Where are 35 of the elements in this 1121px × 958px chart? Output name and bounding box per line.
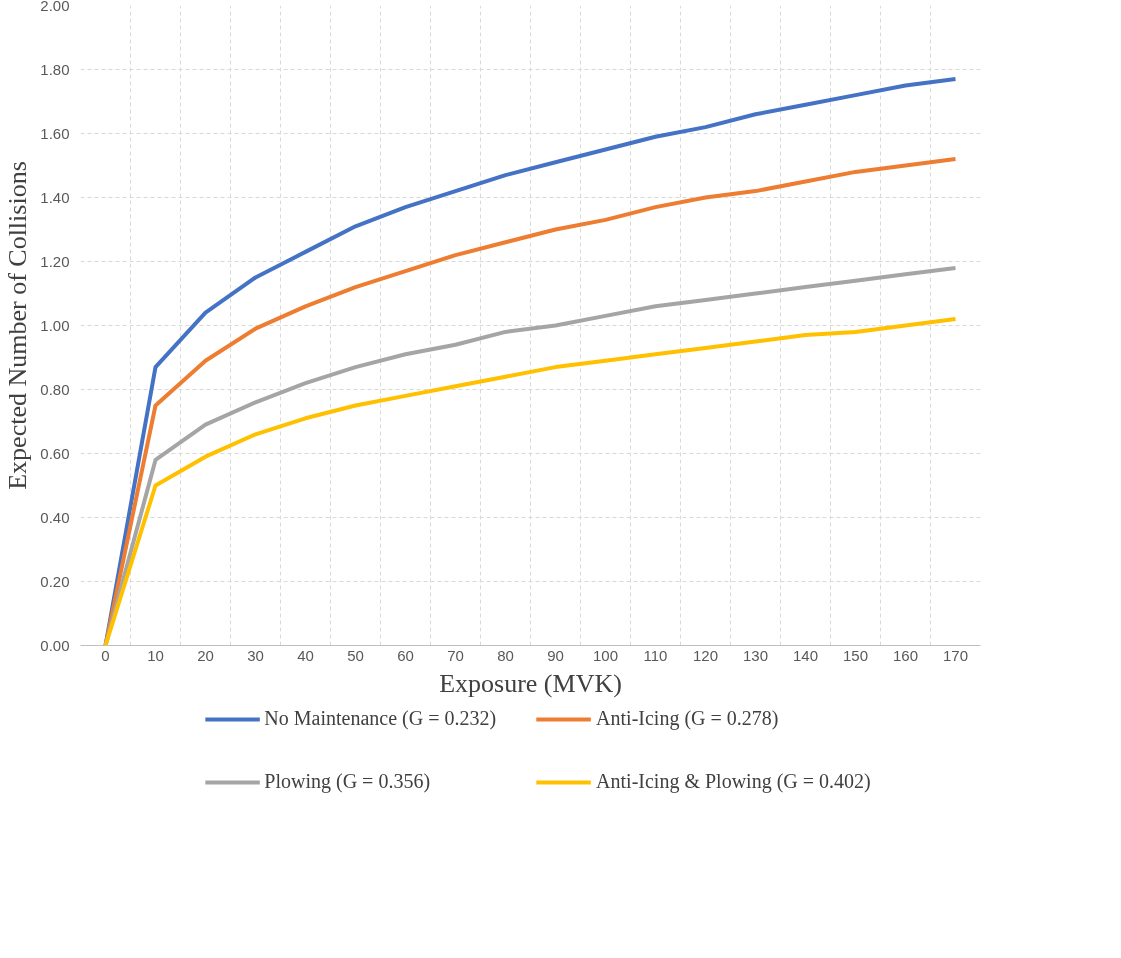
y-tick-label: 0.20 — [40, 572, 70, 590]
x-tick-label: 30 — [247, 646, 264, 664]
y-tick-label: 1.20 — [40, 252, 70, 270]
x-tick-label: 20 — [197, 646, 214, 664]
x-tick-label: 150 — [842, 646, 869, 664]
x-tick-label: 80 — [497, 646, 514, 664]
y-tick-label: 0.00 — [40, 636, 70, 654]
legend-label: Plowing (G = 0.356) — [264, 770, 431, 793]
x-tick-label: 110 — [643, 646, 668, 664]
y-tick-label: 2.00 — [40, 0, 70, 14]
legend-label: Anti-Icing (G = 0.278) — [596, 707, 779, 730]
x-tick-label: 60 — [397, 646, 414, 664]
x-tick-label: 40 — [297, 646, 314, 664]
x-tick-label: 90 — [547, 646, 564, 664]
x-tick-label: 120 — [692, 646, 719, 664]
x-tick-label: 0 — [101, 646, 110, 664]
y-tick-label: 0.60 — [40, 444, 70, 462]
x-tick-label: 160 — [892, 646, 919, 664]
y-tick-label: 1.40 — [40, 188, 70, 206]
x-tick-label: 100 — [592, 646, 619, 664]
y-tick-label: 0.80 — [40, 380, 70, 398]
y-tick-label: 0.40 — [40, 508, 70, 526]
y-tick-label: 1.60 — [40, 124, 70, 142]
x-tick-label: 130 — [742, 646, 769, 664]
y-tick-label: 1.00 — [40, 316, 70, 334]
x-tick-label: 50 — [347, 646, 364, 664]
x-tick-label: 10 — [147, 646, 164, 664]
legend-label: No Maintenance (G = 0.232) — [264, 707, 497, 730]
y-axis-title: Expected Number of Collisions — [3, 161, 33, 490]
x-tick-label: 140 — [792, 646, 819, 664]
y-tick-label: 1.80 — [40, 60, 70, 78]
x-tick-label: 170 — [942, 646, 969, 664]
x-axis-title: Exposure (MVK) — [439, 668, 622, 698]
x-tick-label: 70 — [447, 646, 464, 664]
legend-label: Anti-Icing & Plowing (G = 0.402) — [596, 770, 871, 793]
